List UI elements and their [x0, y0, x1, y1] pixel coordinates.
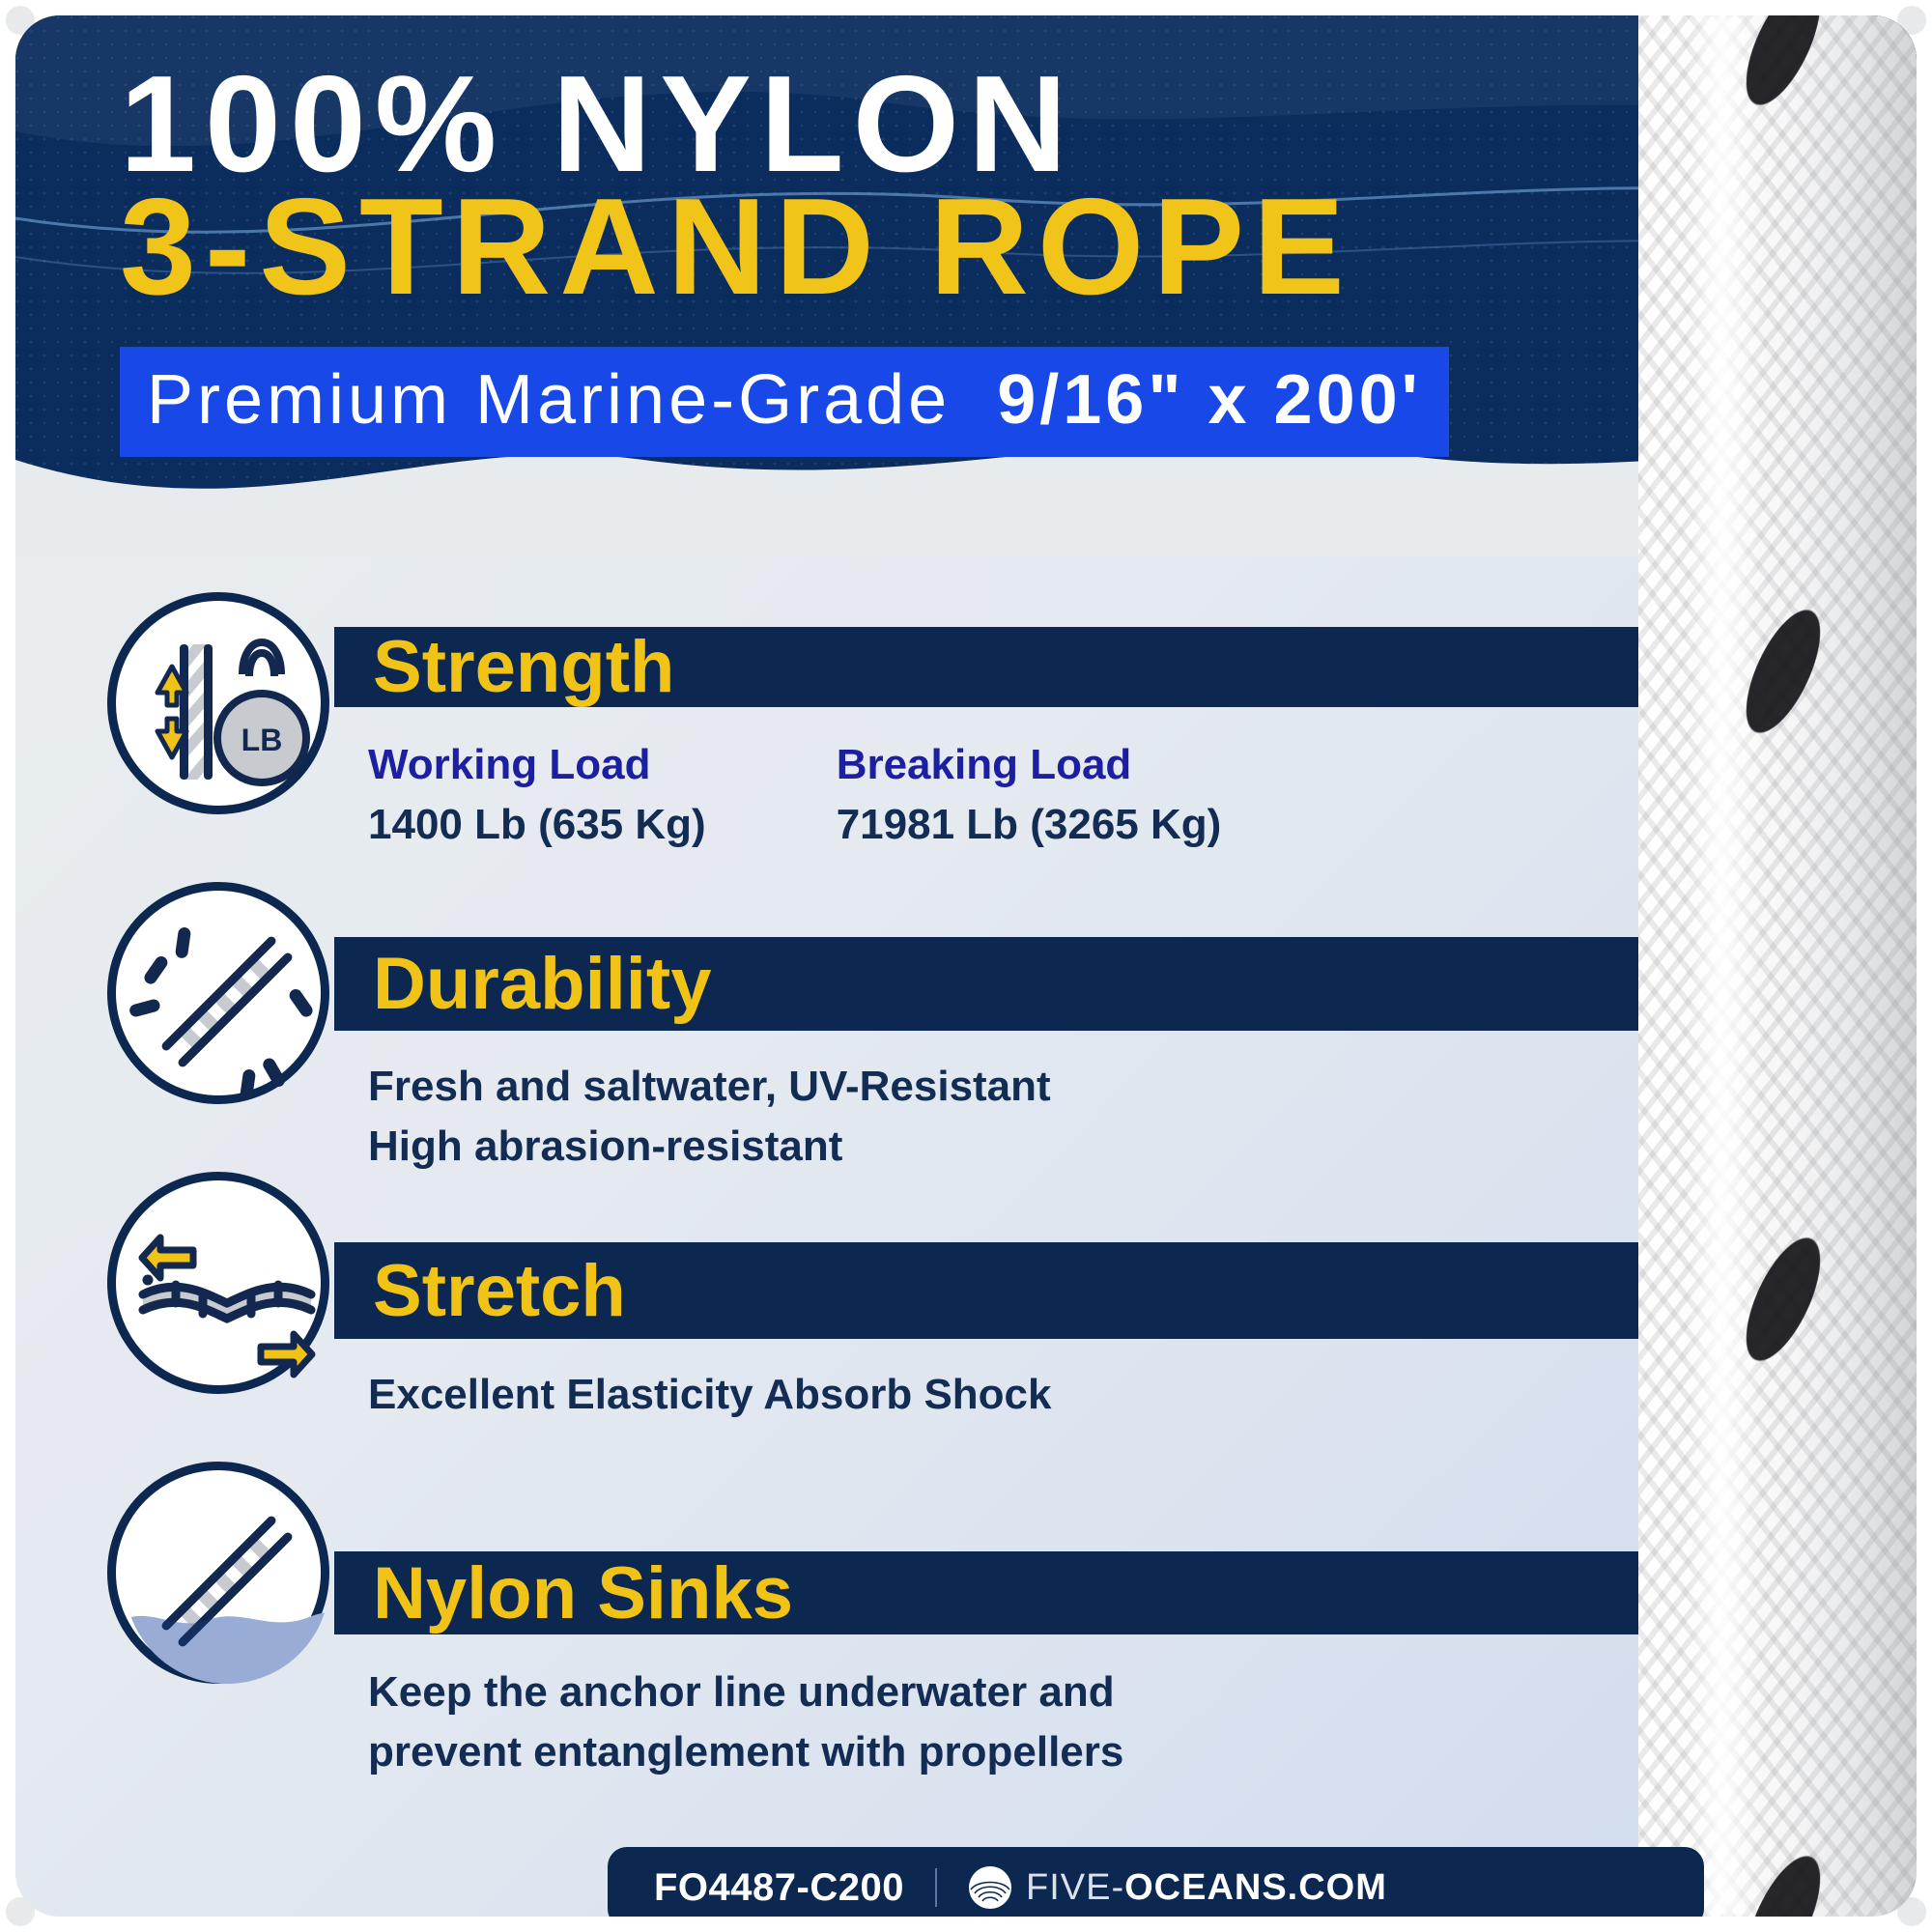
- svg-text:LB: LB: [242, 723, 283, 757]
